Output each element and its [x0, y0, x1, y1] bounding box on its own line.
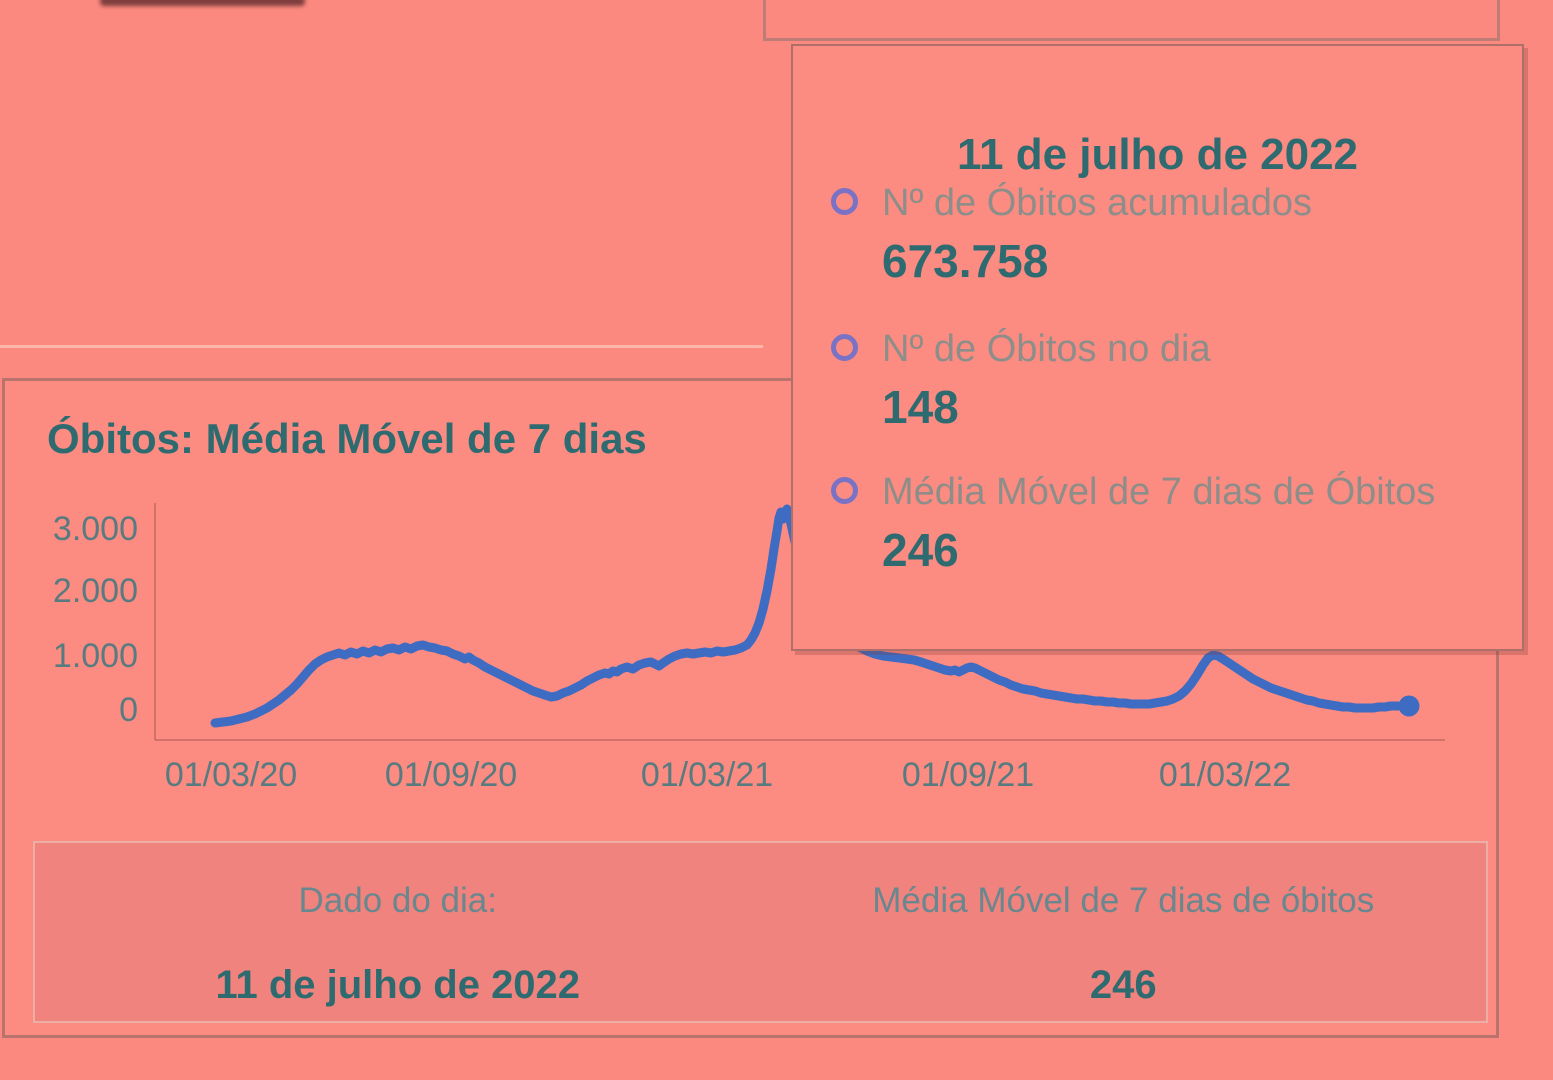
tooltip-row-label: Média Móvel de 7 dias de Óbitos [882, 471, 1436, 513]
tooltip-row-daily: Nº de Óbitos no dia 148 [831, 328, 1506, 434]
circle-marker-icon [831, 477, 858, 504]
x-tick-01-09-21: 01/09/21 [901, 756, 1035, 794]
summary-panel: Dado do dia: 11 de julho de 2022 Média M… [33, 841, 1488, 1023]
circle-marker-icon [831, 334, 858, 361]
y-tick-3000: 3.000 [52, 510, 138, 548]
tooltip-date-title: 11 de julho de 2022 [956, 130, 1359, 179]
tooltip-row-value: 148 [882, 381, 959, 433]
card-divider-line [0, 345, 763, 348]
chart-tooltip: 11 de julho de 2022 Nº de Óbitos acumula… [791, 44, 1524, 651]
cutoff-text-artifact [100, 0, 305, 6]
top-card-outline [763, 0, 1500, 41]
chart-title: Óbitos: Média Móvel de 7 dias [47, 415, 647, 462]
moving-average-line[interactable] [210, 504, 1414, 728]
summary-ma-value: 246 [1089, 963, 1157, 1007]
tooltip-row-label: Nº de Óbitos no dia [882, 328, 1211, 370]
y-tick-0: 0 [119, 691, 138, 729]
summary-date-label: Dado do dia: [298, 881, 497, 920]
tooltip-row-label: Nº de Óbitos acumulados [882, 182, 1312, 224]
summary-col-date: Dado do dia: 11 de julho de 2022 [35, 843, 761, 1021]
summary-date-value: 11 de julho de 2022 [215, 963, 581, 1007]
circle-marker-icon [831, 188, 858, 215]
x-tick-01-03-22: 01/03/22 [1158, 756, 1292, 794]
line-chart[interactable] [5, 381, 1496, 1035]
last-point-marker[interactable] [1398, 695, 1420, 717]
x-tick-01-03-20: 01/03/20 [164, 756, 298, 794]
y-tick-2000: 2.000 [52, 572, 138, 610]
x-tick-01-03-21: 01/03/21 [640, 756, 774, 794]
summary-ma-label: Média Móvel de 7 dias de óbitos [872, 881, 1375, 920]
summary-col-moving-average: Média Móvel de 7 dias de óbitos 246 [761, 843, 1487, 1021]
tooltip-row-accumulated: Nº de Óbitos acumulados 673.758 [831, 182, 1506, 288]
tooltip-row-value: 673.758 [882, 235, 1049, 287]
tooltip-row-value: 246 [882, 524, 959, 576]
x-tick-01-09-20: 01/09/20 [384, 756, 518, 794]
y-tick-1000: 1.000 [52, 637, 138, 675]
tooltip-row-moving-average: Média Móvel de 7 dias de Óbitos 246 [831, 471, 1506, 577]
